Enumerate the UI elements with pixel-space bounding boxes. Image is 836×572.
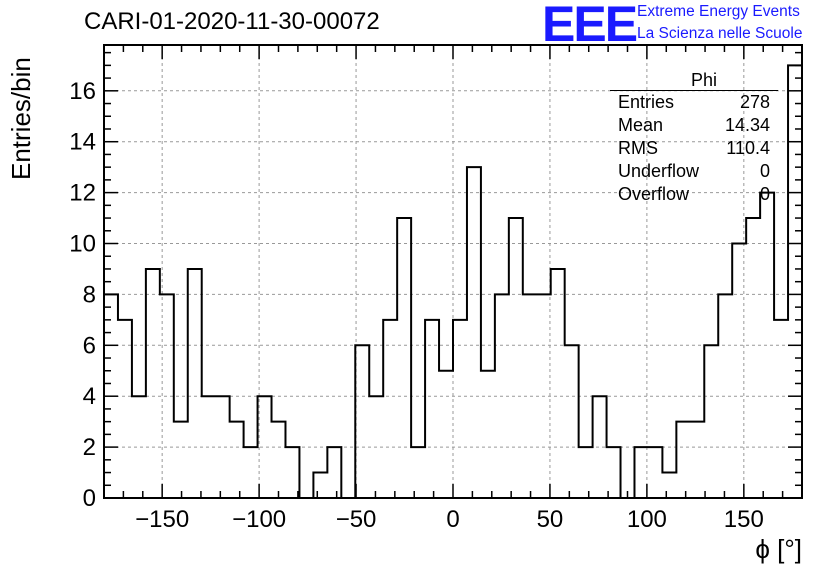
histogram-bin — [551, 269, 565, 498]
x-tick-label: 50 — [537, 506, 564, 533]
stats-row: Entries 278 — [610, 92, 778, 115]
y-tick-label: 12 — [69, 180, 96, 207]
histogram-bin — [439, 371, 453, 498]
y-tick-label: 2 — [83, 434, 96, 461]
histogram-bin — [411, 447, 425, 498]
histogram-bin — [160, 294, 174, 498]
histogram-bin — [383, 320, 397, 498]
histogram-bin — [397, 218, 411, 498]
histogram-bin — [481, 371, 495, 498]
histogram-bin — [118, 320, 132, 498]
stats-value: 278 — [739, 92, 770, 112]
histogram-bin — [425, 320, 439, 498]
histogram-bin — [690, 422, 704, 498]
histogram-bin — [718, 294, 732, 498]
stats-row: RMS 110.4 — [610, 138, 778, 161]
x-tick-label: −150 — [135, 506, 189, 533]
stats-box: Phi Entries 278 Mean 14.34 RMS 110.4 Underf… — [610, 70, 778, 207]
histogram-bin — [146, 269, 160, 498]
y-tick-label: 4 — [83, 383, 96, 410]
histogram-bin — [369, 396, 383, 498]
stats-value: 0 — [759, 184, 770, 204]
histogram-bin — [313, 473, 327, 498]
stats-value: 110.4 — [726, 138, 770, 158]
histogram-bin — [132, 396, 146, 498]
histogram-bin — [732, 244, 746, 498]
x-axis-label: ϕ [°] — [755, 534, 802, 564]
histogram-outline — [104, 64, 802, 499]
histogram-bin — [593, 396, 607, 498]
logo-line-2: La Scienza nelle Scuole — [637, 25, 803, 42]
histogram-bin — [746, 218, 760, 498]
y-tick-label: 10 — [69, 231, 96, 258]
x-tick-label: 100 — [627, 506, 667, 533]
histogram-bin — [537, 294, 551, 498]
eee-logo: EEE — [542, 0, 638, 52]
histogram-bin — [607, 447, 621, 498]
stats-row: Mean 14.34 — [610, 115, 778, 138]
histogram-bin — [453, 320, 467, 498]
x-tick-label: −50 — [336, 506, 377, 533]
histogram-bin — [662, 473, 676, 498]
logo-line-1: Extreme Energy Events — [637, 3, 800, 20]
axis-ticks — [104, 45, 802, 499]
stats-value: 14.34 — [724, 115, 770, 135]
y-tick-label: 14 — [69, 129, 96, 156]
histogram-bin — [704, 345, 718, 498]
histogram-bin — [258, 396, 272, 498]
histogram-bin — [230, 422, 244, 498]
histogram-bin — [355, 345, 369, 498]
stats-label: RMS — [618, 138, 658, 158]
histogram-bin — [788, 65, 802, 498]
histogram-bin — [188, 269, 202, 498]
histogram-bin — [760, 193, 774, 498]
stats-row: Overflow 0 — [610, 184, 778, 207]
histogram-bin — [523, 294, 537, 498]
stats-label: Mean — [618, 115, 664, 135]
histogram-bin — [774, 320, 788, 498]
y-tick-label: 0 — [83, 485, 96, 512]
y-tick-label: 16 — [69, 78, 96, 105]
y-tick-label: 6 — [83, 332, 96, 359]
chart-title: CARI-01-2020-11-30-00072 — [84, 8, 380, 35]
histogram-bin — [648, 447, 662, 498]
stats-label: Underflow — [618, 161, 700, 181]
histogram-bin — [467, 167, 481, 498]
stats-divider — [610, 90, 778, 91]
histogram-bin — [676, 422, 690, 498]
stats-title: Phi — [610, 70, 778, 92]
x-tick-label: 0 — [446, 506, 459, 533]
histogram-bin — [202, 396, 216, 498]
x-tick-label: 150 — [724, 506, 764, 533]
y-axis-label: Entries/bin — [6, 57, 36, 180]
histogram-bin — [244, 447, 258, 498]
stats-label: Overflow — [618, 184, 690, 204]
histogram-bin — [579, 447, 593, 498]
histogram-bin — [634, 447, 648, 498]
histogram-bin — [495, 294, 509, 498]
y-tick-label: 8 — [83, 281, 96, 308]
histogram-bin — [216, 396, 230, 498]
histogram-bin — [104, 294, 118, 498]
histogram-bin — [285, 447, 299, 498]
histogram-bin — [327, 447, 341, 498]
stats-value: 0 — [759, 161, 770, 181]
stats-title-text: Phi — [690, 70, 717, 90]
histogram-bin — [509, 218, 523, 498]
stats-label: Entries — [618, 92, 675, 112]
histogram-bin — [174, 422, 188, 498]
x-tick-label: −100 — [232, 506, 286, 533]
histogram-bin — [565, 345, 579, 498]
tick-labels: −150 −100 −50 0 50 100 150 0 2 4 6 8 10 12 14 16 — [69, 78, 764, 533]
stats-row: Underflow 0 — [610, 161, 778, 184]
histogram-bin — [272, 422, 286, 498]
